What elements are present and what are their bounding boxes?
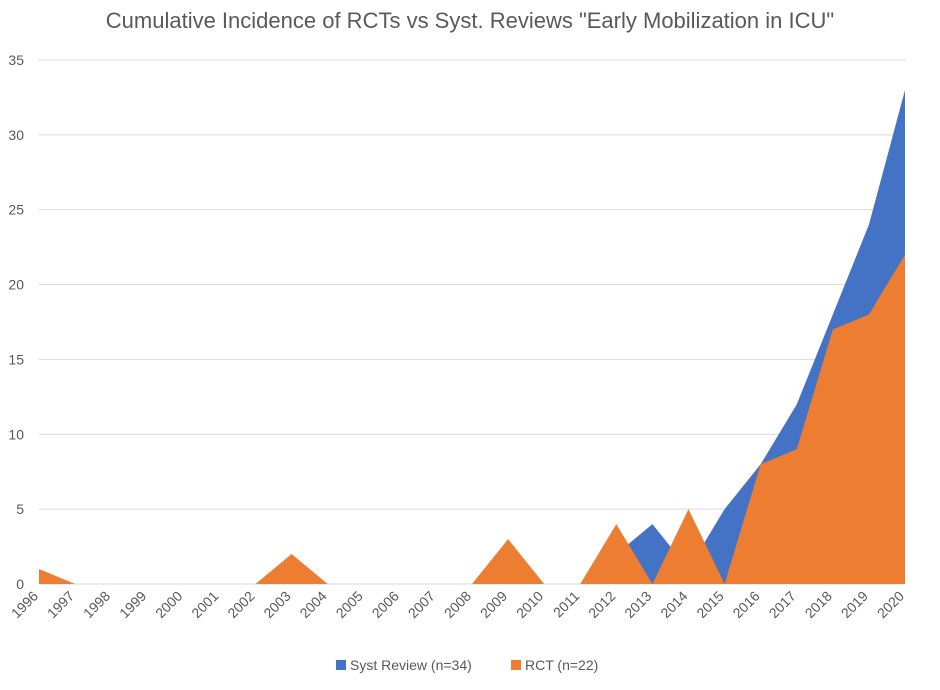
x-tick-label: 2006 — [369, 588, 402, 621]
y-tick-label: 10 — [8, 426, 24, 442]
legend-swatch-0 — [336, 660, 346, 670]
x-tick-label: 2017 — [766, 588, 799, 621]
x-tick-label: 2018 — [802, 588, 835, 621]
x-tick-label: 1999 — [116, 588, 149, 621]
x-tick-label: 1996 — [8, 588, 41, 621]
y-tick-label: 25 — [8, 202, 24, 218]
x-tick-label: 2014 — [657, 588, 690, 621]
x-tick-label: 2013 — [621, 588, 654, 621]
y-tick-label: 15 — [8, 351, 24, 367]
x-tick-label: 2016 — [729, 588, 762, 621]
x-tick-label: 2002 — [224, 588, 257, 621]
x-tick-label: 2015 — [693, 588, 726, 621]
chart-title: Cumulative Incidence of RCTs vs Syst. Re… — [106, 8, 834, 33]
x-tick-label: 2010 — [513, 588, 546, 621]
x-tick-label: 2020 — [874, 588, 907, 621]
y-tick-label: 5 — [16, 501, 24, 517]
legend: Syst Review (n=34) RCT (n=22) — [336, 657, 598, 673]
y-tick-label: 0 — [16, 576, 24, 592]
x-tick-label: 2009 — [477, 588, 510, 621]
y-tick-label: 20 — [8, 277, 24, 293]
gridlines — [39, 59, 905, 585]
plot-areas — [39, 89, 905, 584]
legend-swatch-1 — [511, 660, 521, 670]
x-tick-label: 2019 — [838, 588, 871, 621]
y-axis-ticks: 0 5 10 15 20 25 30 35 — [8, 52, 24, 592]
x-tick-label: 2004 — [296, 588, 329, 621]
x-tick-label: 2011 — [550, 588, 583, 621]
x-tick-label: 1997 — [44, 588, 77, 621]
x-axis-ticks: 1996 1997 1998 1999 2000 2001 2002 2003 2004 2005… — [8, 588, 907, 621]
x-tick-label: 2003 — [260, 588, 293, 621]
x-tick-label: 1998 — [80, 588, 113, 621]
x-tick-label: 2008 — [441, 588, 474, 621]
x-tick-label: 2007 — [405, 588, 438, 621]
series-area-1 — [39, 254, 905, 584]
x-tick-label: 2012 — [585, 588, 618, 621]
x-tick-label: 2001 — [188, 588, 221, 621]
y-tick-label: 30 — [8, 127, 24, 143]
x-tick-label: 2000 — [152, 588, 185, 621]
x-tick-label: 2005 — [333, 588, 366, 621]
legend-label-1: RCT (n=22) — [525, 657, 598, 673]
legend-label-0: Syst Review (n=34) — [350, 657, 472, 673]
y-tick-label: 35 — [8, 52, 24, 68]
